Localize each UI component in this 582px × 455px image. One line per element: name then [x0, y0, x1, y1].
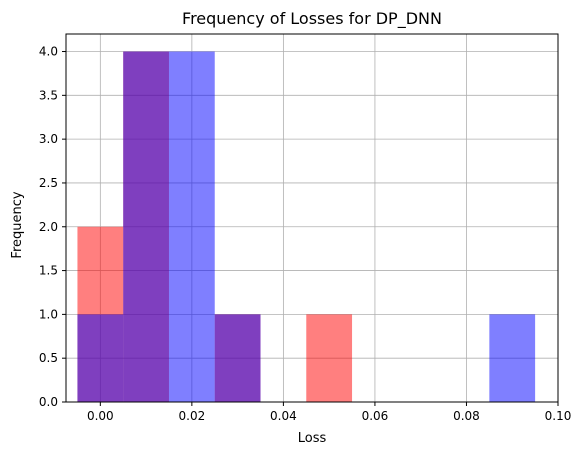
histogram-bar-series-1: [306, 314, 353, 402]
y-tick-label: 1.0: [39, 307, 58, 321]
histogram-bar-series-2: [77, 314, 124, 402]
y-tick-label: 3.0: [39, 132, 58, 146]
y-tick-label: 0.5: [39, 351, 58, 365]
y-tick-label: 3.5: [39, 88, 58, 102]
y-tick-label: 2.5: [39, 176, 58, 190]
histogram-bars: [77, 51, 536, 403]
x-tick-label: 0.02: [179, 409, 206, 423]
axes: [65, 33, 559, 403]
histogram-bar-series-2: [168, 51, 215, 403]
y-tick-label: 0.0: [39, 395, 58, 409]
tick-labels: 0.00 0.02 0.04 0.06 0.08 0.10 0.0 0.5 1.0 1.5 2.0 2…: [39, 45, 571, 423]
x-tick-label: 0.10: [545, 409, 572, 423]
chart-title: Frequency of Losses for DP_DNN: [182, 9, 442, 29]
x-tick-label: 0.08: [453, 409, 480, 423]
histogram-bar-series-2: [214, 314, 261, 402]
histogram-bar-series-2: [489, 314, 536, 402]
y-tick-label: 2.0: [39, 220, 58, 234]
plot-frame: [65, 33, 559, 403]
x-tick-label: 0.00: [87, 409, 114, 423]
x-tick-label: 0.06: [362, 409, 389, 423]
y-tick-label: 1.5: [39, 264, 58, 278]
x-axis-label: Loss: [298, 431, 327, 446]
x-tick-label: 0.04: [270, 409, 297, 423]
histogram-bar-series-2: [123, 51, 169, 403]
y-axis-label: Frequency: [10, 191, 25, 258]
y-tick-label: 4.0: [39, 45, 58, 59]
